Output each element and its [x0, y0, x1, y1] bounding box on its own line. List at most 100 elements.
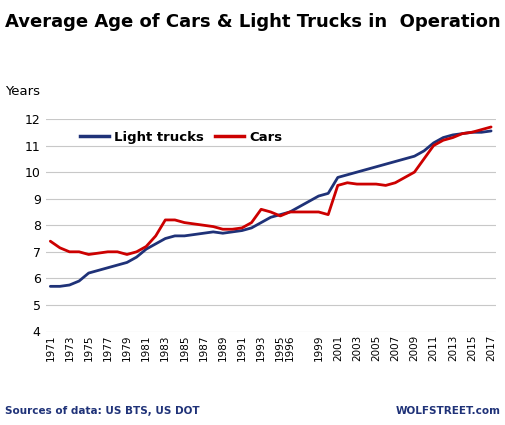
Cars	[353, 181, 359, 187]
Cars	[219, 227, 225, 232]
Cars	[105, 249, 111, 254]
Light trucks	[105, 265, 111, 270]
Cars	[267, 210, 273, 215]
Light trucks	[248, 225, 254, 230]
Cars	[95, 251, 101, 256]
Light trucks	[95, 268, 101, 273]
Light trucks	[372, 164, 378, 170]
Cars	[343, 180, 349, 185]
Light trucks	[133, 255, 139, 260]
Cars	[210, 224, 216, 229]
Cars	[200, 223, 206, 228]
Text: Years: Years	[5, 85, 40, 98]
Cars	[172, 218, 178, 223]
Text: Average Age of Cars & Light Trucks in  Operation: Average Age of Cars & Light Trucks in Op…	[5, 13, 499, 31]
Light trucks	[200, 231, 206, 236]
Cars	[439, 138, 445, 143]
Light trucks	[143, 246, 149, 252]
Cars	[124, 252, 130, 257]
Cars	[47, 239, 53, 244]
Light trucks	[219, 231, 225, 236]
Cars	[229, 227, 235, 232]
Cars	[372, 181, 378, 187]
Light trucks	[114, 263, 120, 268]
Cars	[315, 210, 321, 215]
Light trucks	[382, 162, 388, 167]
Light trucks	[459, 131, 465, 136]
Light trucks	[325, 191, 331, 196]
Light trucks	[66, 283, 72, 288]
Cars	[430, 143, 436, 148]
Light trucks	[57, 284, 63, 289]
Cars	[143, 244, 149, 249]
Light trucks	[478, 130, 484, 135]
Light trucks	[124, 260, 130, 265]
Cars	[468, 130, 474, 135]
Light trucks	[162, 236, 168, 241]
Cars	[478, 127, 484, 132]
Cars	[85, 252, 91, 257]
Light trucks	[306, 199, 312, 204]
Cars	[296, 210, 302, 215]
Cars	[114, 249, 120, 254]
Cars	[248, 220, 254, 225]
Light trucks	[258, 220, 264, 225]
Cars	[325, 212, 331, 217]
Light trucks	[411, 154, 417, 159]
Line: Light trucks: Light trucks	[50, 131, 490, 286]
Light trucks	[238, 228, 244, 233]
Light trucks	[343, 172, 349, 177]
Light trucks	[487, 128, 493, 133]
Cars	[191, 221, 197, 227]
Light trucks	[172, 233, 178, 238]
Cars	[411, 170, 417, 175]
Legend: Light trucks, Cars: Light trucks, Cars	[75, 126, 287, 149]
Cars	[286, 210, 292, 215]
Cars	[153, 233, 159, 238]
Light trucks	[191, 232, 197, 237]
Line: Cars: Cars	[50, 127, 490, 255]
Cars	[401, 175, 407, 180]
Cars	[133, 249, 139, 254]
Light trucks	[468, 130, 474, 135]
Light trucks	[439, 135, 445, 140]
Cars	[382, 183, 388, 188]
Cars	[277, 213, 283, 218]
Light trucks	[430, 140, 436, 145]
Light trucks	[391, 159, 397, 164]
Light trucks	[85, 271, 91, 276]
Light trucks	[449, 133, 455, 138]
Cars	[487, 125, 493, 130]
Light trucks	[286, 210, 292, 215]
Cars	[459, 131, 465, 136]
Light trucks	[76, 278, 82, 283]
Cars	[363, 181, 369, 187]
Light trucks	[267, 215, 273, 220]
Cars	[238, 225, 244, 230]
Cars	[391, 180, 397, 185]
Light trucks	[181, 233, 187, 238]
Light trucks	[334, 175, 340, 180]
Cars	[306, 210, 312, 215]
Cars	[66, 249, 72, 254]
Light trucks	[229, 230, 235, 235]
Light trucks	[296, 204, 302, 209]
Light trucks	[153, 241, 159, 246]
Text: Sources of data: US BTS, US DOT: Sources of data: US BTS, US DOT	[5, 406, 199, 416]
Cars	[258, 207, 264, 212]
Cars	[420, 156, 426, 162]
Cars	[57, 245, 63, 250]
Light trucks	[210, 230, 216, 235]
Light trucks	[401, 156, 407, 162]
Cars	[76, 249, 82, 254]
Cars	[449, 135, 455, 140]
Cars	[334, 183, 340, 188]
Light trucks	[363, 167, 369, 172]
Light trucks	[47, 284, 53, 289]
Cars	[162, 218, 168, 223]
Text: WOLFSTREET.com: WOLFSTREET.com	[395, 406, 500, 416]
Light trucks	[353, 170, 359, 175]
Light trucks	[420, 148, 426, 153]
Light trucks	[277, 212, 283, 217]
Light trucks	[315, 193, 321, 198]
